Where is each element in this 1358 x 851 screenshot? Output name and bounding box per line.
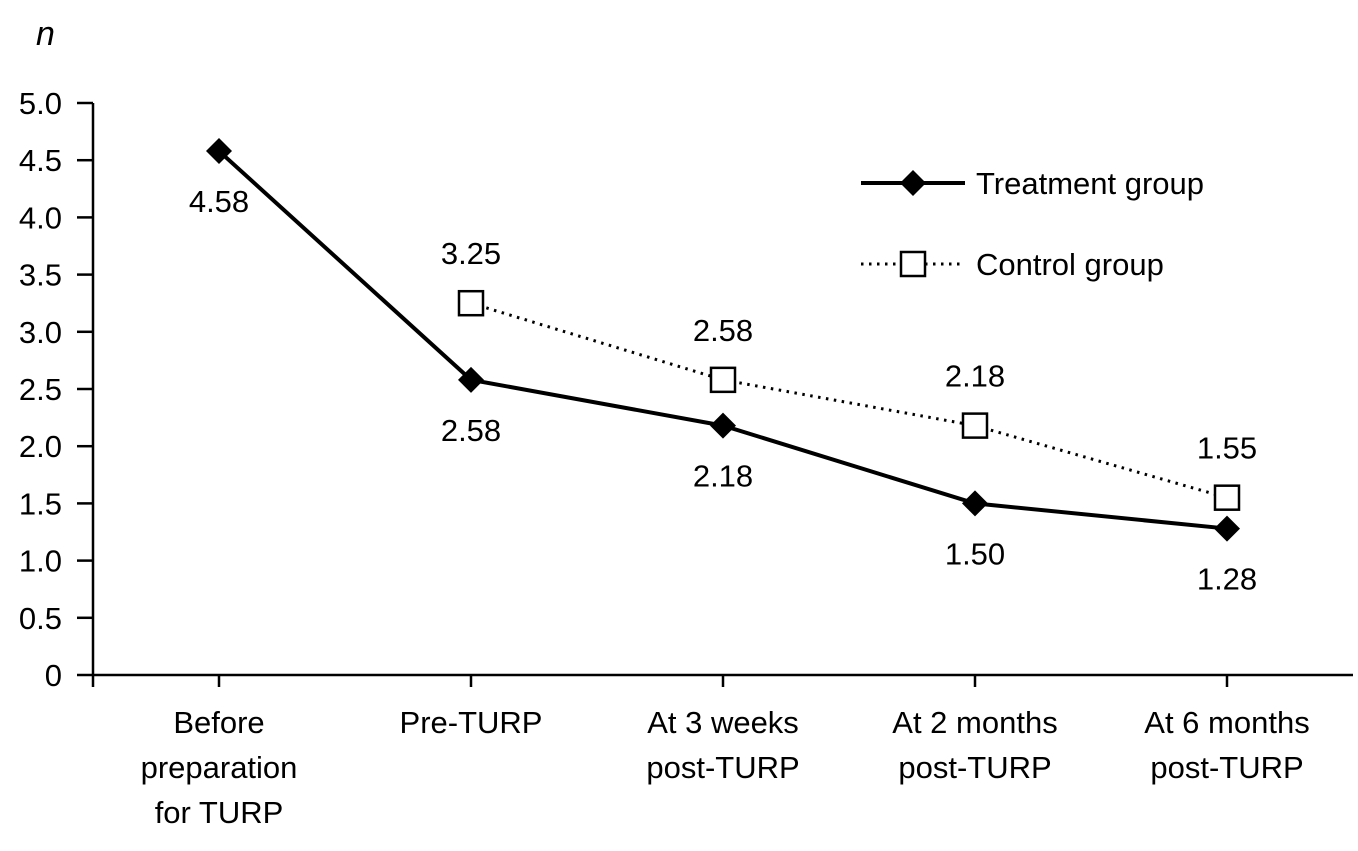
point-label: 3.25 — [441, 236, 501, 271]
point-label: 4.58 — [189, 184, 249, 219]
legend-label: Treatment group — [976, 166, 1204, 201]
x-axis-label: post-TURP — [1150, 750, 1303, 785]
y-axis-title: n — [36, 15, 55, 53]
legend-marker — [899, 250, 927, 278]
point-label: 2.58 — [693, 313, 753, 348]
y-tick-label: 1.0 — [19, 544, 62, 579]
x-axis-label: At 3 weeks — [647, 705, 799, 740]
y-tick-label: 0.5 — [19, 601, 62, 636]
x-axis-label: At 6 months — [1144, 705, 1309, 740]
y-tick-label: 0 — [45, 658, 62, 693]
diamond-marker — [458, 366, 484, 393]
square-marker — [961, 412, 989, 439]
square-marker — [709, 366, 737, 394]
x-axis-label: preparation — [141, 750, 298, 785]
diamond-marker — [1214, 515, 1240, 542]
y-tick-label: 4.0 — [19, 200, 62, 235]
point-label: 2.58 — [441, 413, 501, 448]
x-axis-label: Before — [173, 705, 264, 740]
x-axis-label: post-TURP — [646, 750, 799, 785]
x-axis-label: Pre-TURP — [400, 705, 543, 740]
diamond-marker — [962, 490, 988, 517]
y-tick-label: 3.0 — [19, 315, 62, 350]
diamond-marker — [710, 412, 736, 439]
y-tick-label: 5.0 — [19, 86, 62, 121]
y-tick-label: 2.0 — [19, 429, 62, 464]
x-axis-label: for TURP — [155, 795, 284, 830]
point-label: 2.18 — [693, 459, 753, 494]
y-tick-label: 1.5 — [19, 486, 62, 521]
square-marker — [457, 289, 485, 317]
point-label: 1.55 — [1197, 431, 1257, 466]
diamond-marker — [206, 138, 232, 165]
y-tick-label: 3.5 — [19, 258, 62, 293]
legend-label: Control group — [976, 247, 1164, 282]
point-label: 1.50 — [945, 536, 1005, 571]
point-label: 2.18 — [945, 359, 1005, 394]
point-label: 1.28 — [1197, 562, 1257, 597]
x-axis-label: At 2 months — [892, 705, 1057, 740]
x-axis-label: post-TURP — [898, 750, 1051, 785]
square-marker — [1213, 484, 1241, 511]
y-tick-label: 4.5 — [19, 143, 62, 178]
legend-marker — [900, 170, 926, 196]
y-tick-label: 2.5 — [19, 372, 62, 407]
